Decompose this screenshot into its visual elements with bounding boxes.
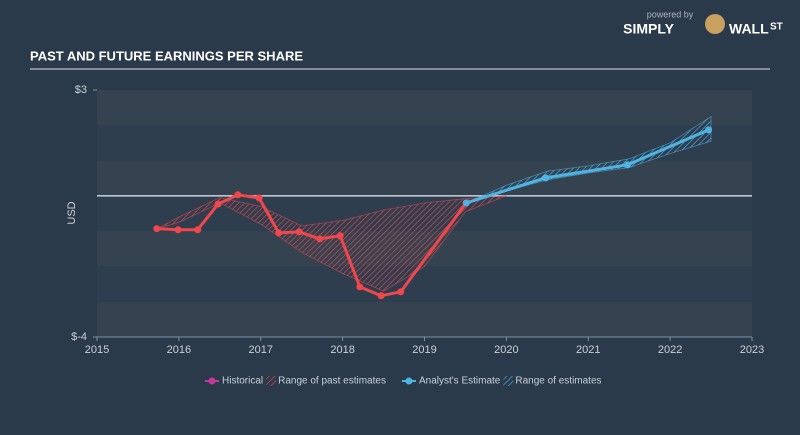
point xyxy=(275,229,283,237)
legend-swatch xyxy=(266,376,277,386)
x-tick-label: 2021 xyxy=(576,344,600,356)
plot-band xyxy=(97,266,752,302)
logo-powered: powered by xyxy=(647,9,694,19)
legend-marker xyxy=(208,377,216,385)
point xyxy=(194,226,202,234)
point xyxy=(316,235,324,243)
point xyxy=(356,283,364,291)
logo-brand: SIMPLY xyxy=(623,21,674,37)
point xyxy=(397,288,405,296)
series-line xyxy=(156,193,468,298)
x-tick-label: 2022 xyxy=(658,344,682,356)
point xyxy=(705,126,713,134)
point xyxy=(153,225,161,233)
point xyxy=(336,232,344,240)
plot-band xyxy=(97,301,752,337)
point xyxy=(174,226,182,234)
logo-suffix: ST xyxy=(770,22,783,33)
legend-swatch xyxy=(503,376,514,386)
logo-icon xyxy=(705,14,725,34)
x-tick-label: 2016 xyxy=(167,344,191,356)
legend-label: Range of estimates xyxy=(515,376,601,387)
y-tick-label: $3 xyxy=(75,84,87,96)
y-axis-label: USD xyxy=(66,201,78,224)
x-tick-label: 2023 xyxy=(740,344,764,356)
legend-label: Historical xyxy=(222,376,263,387)
legend-label: Range of past estimates xyxy=(278,376,386,387)
point xyxy=(462,199,470,207)
x-tick-label: 2018 xyxy=(330,344,354,356)
x-tick-label: 2015 xyxy=(85,344,109,356)
point xyxy=(295,228,303,236)
x-tick-label: 2019 xyxy=(412,344,436,356)
series-line xyxy=(465,128,710,205)
x-tick-label: 2020 xyxy=(494,344,518,356)
point xyxy=(234,191,242,199)
point xyxy=(624,161,632,169)
point xyxy=(255,194,263,202)
point xyxy=(214,200,222,208)
legend-marker xyxy=(405,377,413,385)
point xyxy=(542,174,550,182)
point xyxy=(377,292,385,300)
chart-title: PAST AND FUTURE EARNINGS PER SHARE xyxy=(30,48,303,63)
logo-brand2: WALL xyxy=(729,21,769,37)
x-tick-label: 2017 xyxy=(249,344,273,356)
plot-band xyxy=(97,160,752,196)
plot-band xyxy=(97,90,752,126)
y-tick-label: $-4 xyxy=(71,331,87,343)
legend-label: Analyst's Estimate xyxy=(419,376,501,387)
